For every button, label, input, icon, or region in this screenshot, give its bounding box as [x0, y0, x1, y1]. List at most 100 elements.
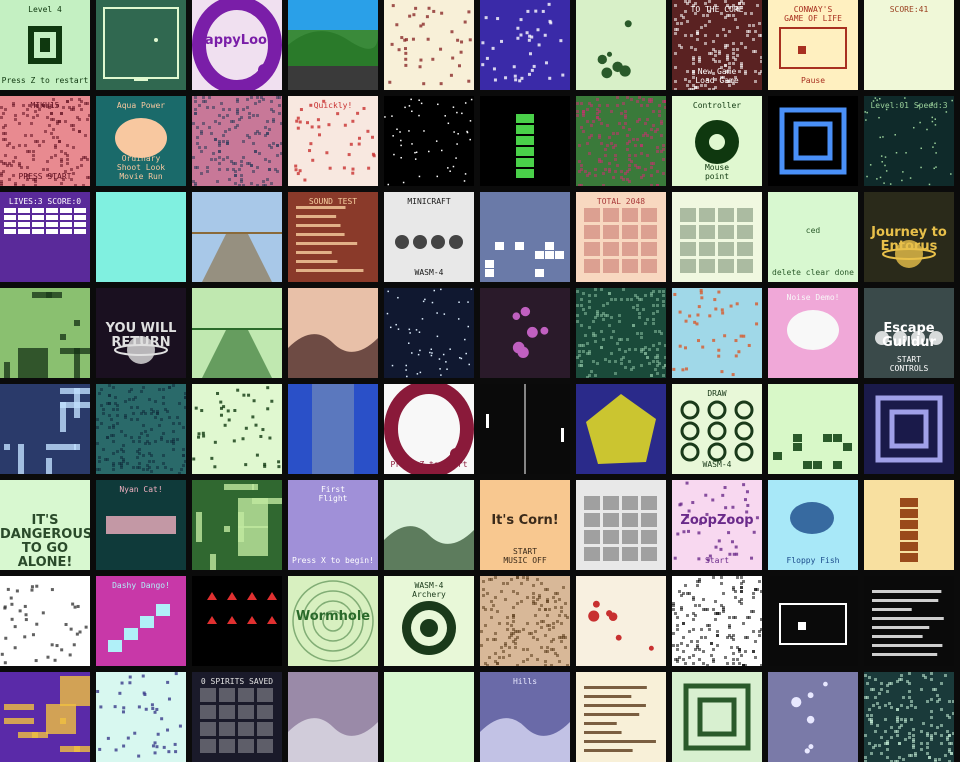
tower-art [516, 114, 534, 178]
fish-art [790, 502, 834, 534]
game-tile[interactable] [768, 576, 858, 666]
game-tile[interactable] [768, 96, 858, 186]
game-tile[interactable] [288, 288, 378, 378]
game-tile[interactable]: MINICRAFT WASM-4 [384, 192, 474, 282]
game-tile[interactable]: Noise Demo! [768, 288, 858, 378]
noise-art [576, 96, 666, 186]
game-tile[interactable] [0, 672, 90, 762]
game-tile[interactable] [768, 672, 858, 762]
game-tile[interactable] [768, 384, 858, 474]
game-tile[interactable] [192, 576, 282, 666]
game-tile[interactable] [192, 480, 282, 570]
game-tile[interactable]: TO THE CORE New Game Load Game [672, 0, 762, 90]
game-tile[interactable]: Quickly! [288, 96, 378, 186]
game-tile[interactable] [384, 96, 474, 186]
game-tile[interactable] [384, 288, 474, 378]
game-tile[interactable] [192, 192, 282, 282]
game-tile[interactable] [192, 96, 282, 186]
game-tile[interactable]: WASM-4 Archery [384, 576, 474, 666]
game-tile[interactable]: Floppy Fish [768, 480, 858, 570]
game-tile[interactable] [288, 384, 378, 474]
scatter-art [673, 481, 759, 562]
game-tile[interactable] [288, 0, 378, 90]
game-tile[interactable] [480, 96, 570, 186]
game-tile[interactable] [672, 672, 762, 762]
game-tile[interactable]: It's Corn! START MUSIC OFF [480, 480, 570, 570]
game-tile[interactable]: TOTAL 2048 [576, 192, 666, 282]
game-tile[interactable] [0, 288, 90, 378]
game-tile[interactable]: Level:01 Speed:3 [864, 96, 954, 186]
game-tile[interactable]: YOU WILL RETURN [96, 288, 186, 378]
game-tile[interactable]: SOUND TEST [288, 192, 378, 282]
frame-art [683, 683, 751, 751]
cells-art [584, 496, 657, 561]
game-tile[interactable] [96, 0, 186, 90]
game-tile[interactable] [672, 288, 762, 378]
game-tile[interactable] [384, 480, 474, 570]
game-tile[interactable]: Hills [480, 672, 570, 762]
none-art [768, 192, 858, 282]
game-tile[interactable] [288, 672, 378, 762]
game-tile[interactable]: IT'S DANGEROUS TO GO ALONE! [0, 480, 90, 570]
game-tile[interactable] [480, 384, 570, 474]
game-tile[interactable] [864, 576, 954, 666]
game-tile[interactable] [576, 96, 666, 186]
maze-art [196, 484, 282, 570]
game-tile[interactable]: CONWAY'S GAME OF LIFE Pause [768, 0, 858, 90]
game-tile[interactable] [576, 480, 666, 570]
game-tile[interactable] [576, 384, 666, 474]
lines-art [296, 206, 364, 272]
game-tile[interactable] [576, 288, 666, 378]
game-tile[interactable] [192, 384, 282, 474]
hills-art [288, 718, 378, 762]
scatter-art [0, 584, 88, 665]
landscape-art [288, 0, 378, 90]
game-tile[interactable] [480, 288, 570, 378]
game-tile[interactable] [384, 0, 474, 90]
game-tile[interactable]: Nyan Cat! [96, 480, 186, 570]
game-tile[interactable]: ced delete clear done [768, 192, 858, 282]
game-tile[interactable] [480, 0, 570, 90]
game-tile[interactable] [192, 288, 282, 378]
game-tile[interactable] [576, 0, 666, 90]
blob-art [115, 118, 167, 158]
game-tile[interactable]: 0 SPIRITS SAVED [192, 672, 282, 762]
game-tile[interactable] [96, 192, 186, 282]
game-tile[interactable]: Press Z to Start [384, 384, 474, 474]
game-tile[interactable]: MIKU15 PRESS START [0, 96, 90, 186]
bricks-art [4, 208, 86, 234]
game-tile[interactable] [480, 192, 570, 282]
game-tile[interactable] [576, 672, 666, 762]
game-tile[interactable] [96, 672, 186, 762]
maze-art [4, 388, 90, 474]
game-tile[interactable]: Journey to Entorus [864, 192, 954, 282]
game-tile[interactable] [672, 192, 762, 282]
game-tile[interactable] [864, 480, 954, 570]
game-tile[interactable]: TappyLoop [192, 0, 282, 90]
game-tile[interactable] [0, 384, 90, 474]
frame-art [779, 107, 847, 175]
game-tile[interactable]: LIVES:3 SCORE:0 [0, 192, 90, 282]
game-tile[interactable]: Escape Guildur START CONTROLS [864, 288, 954, 378]
game-tile[interactable]: Wormhole [288, 576, 378, 666]
dots-art [588, 600, 654, 651]
game-tile[interactable] [576, 576, 666, 666]
game-tile[interactable]: SCORE:41 [864, 0, 954, 90]
game-tile[interactable]: First Flight Press X to begin! [288, 480, 378, 570]
game-tile[interactable] [384, 672, 474, 762]
noise-art [480, 576, 569, 666]
game-tile[interactable]: Level 4 Press Z to restart [0, 0, 90, 90]
game-tile[interactable] [0, 576, 90, 666]
game-tile[interactable] [96, 384, 186, 474]
game-tile[interactable] [864, 384, 954, 474]
game-tile[interactable]: DRAW WASM-4 [672, 384, 762, 474]
game-tile[interactable]: Aqua Power Ordinary Shoot Look Movie Run [96, 96, 186, 186]
game-tile[interactable] [864, 672, 954, 762]
game-tile[interactable]: Controller Mouse point [672, 96, 762, 186]
scatter-art [388, 4, 472, 86]
game-tile[interactable] [672, 576, 762, 666]
noise-art [0, 98, 90, 186]
game-tile[interactable]: Dashy Dango! [96, 576, 186, 666]
game-tile[interactable]: ZoopZoop Start [672, 480, 762, 570]
game-tile[interactable] [480, 576, 570, 666]
